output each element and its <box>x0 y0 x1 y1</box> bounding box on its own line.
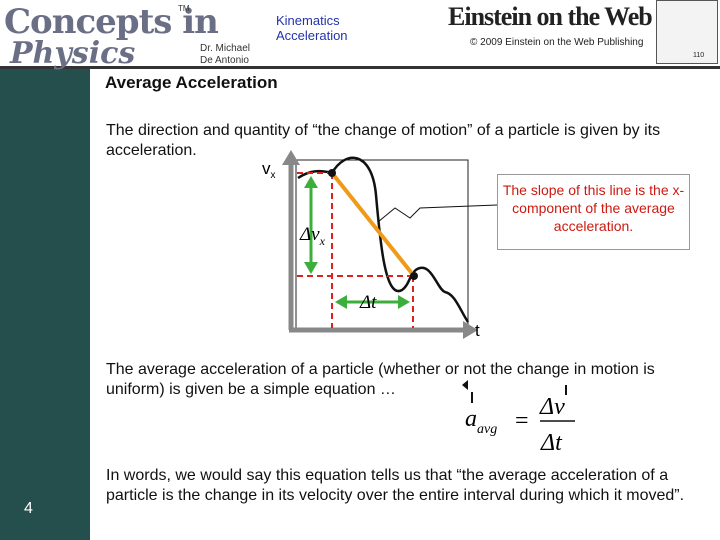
publisher-logo: Einstein on the Web <box>448 2 653 31</box>
callout: The slope of this line is the x-componen… <box>497 174 690 250</box>
author-line: De Antonio <box>200 55 249 66</box>
guides <box>297 172 414 328</box>
point <box>410 272 418 280</box>
lhs-main: a <box>465 406 477 432</box>
topic-line: Acceleration <box>276 28 348 43</box>
trademark: TM <box>178 4 190 13</box>
sidebar <box>0 68 90 540</box>
label-sub: x <box>271 170 276 181</box>
equation-lhs: aavg <box>465 406 497 437</box>
author: Dr. Michael De Antonio <box>200 43 250 67</box>
secant-line <box>330 171 416 278</box>
point <box>328 169 336 177</box>
author-line: Dr. Michael <box>200 43 251 54</box>
arrow-head <box>304 176 318 188</box>
topic: Kinematics Acceleration <box>276 13 348 43</box>
slide-number: 4 <box>24 500 33 517</box>
slide-title: Average Acceleration <box>105 73 278 92</box>
arrow-head <box>335 295 347 309</box>
equation-equals: = <box>515 408 529 434</box>
label-main: v <box>262 159 271 178</box>
vector-arrow <box>462 380 468 390</box>
copyright: © 2009 Einstein on the Web Publishing <box>470 37 644 48</box>
label-sub: x <box>319 234 326 248</box>
paragraph: The direction and quantity of “the chang… <box>106 122 661 159</box>
x-axis-arrow <box>463 321 478 339</box>
delta-t-arrow <box>335 295 410 309</box>
delta-v-arrow <box>304 176 318 274</box>
delta-v-label: Δvx <box>299 224 326 248</box>
equation-denominator: Δt <box>540 430 563 456</box>
logo-line2: Physics <box>10 36 136 71</box>
topic-line: Kinematics <box>276 13 340 28</box>
logo-line1: Concepts in <box>4 2 219 42</box>
publisher-icon <box>656 0 718 64</box>
arrow-head <box>304 262 318 274</box>
page-code: 110 <box>693 52 705 59</box>
header-rule <box>0 66 720 69</box>
lhs-sub: avg <box>477 422 497 437</box>
delta-t-label: Δt <box>359 292 377 313</box>
y-axis-arrow <box>282 150 300 165</box>
label-main: Δv <box>299 224 320 245</box>
paragraph: The average acceleration of a particle (… <box>106 361 655 398</box>
x-axis-label: t <box>475 321 480 340</box>
y-axis-label: vx <box>262 159 276 181</box>
callout-connector <box>377 204 498 223</box>
paragraph: In words, we would say this equation tel… <box>106 467 685 504</box>
equation-numerator: Δv <box>539 394 565 420</box>
arrow-head <box>398 295 410 309</box>
